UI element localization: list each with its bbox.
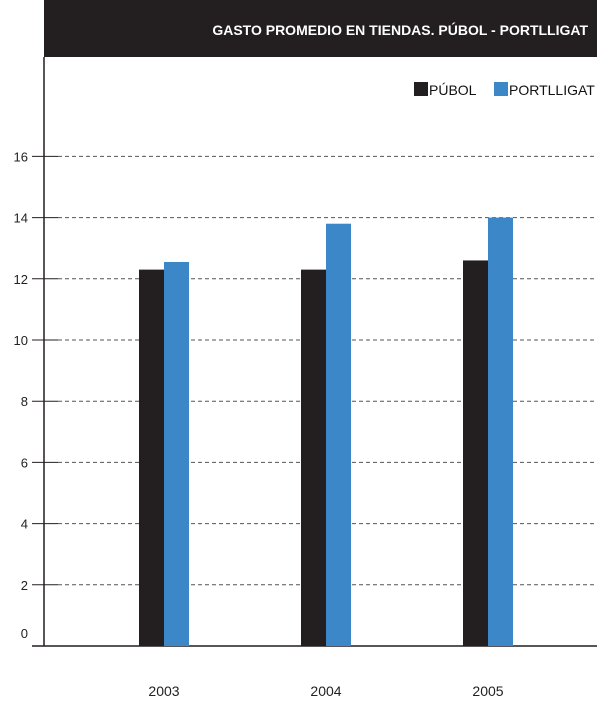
- y-tick-label-4: 4: [21, 517, 28, 532]
- x-tick-label-2003: 2003: [148, 683, 179, 699]
- legend: PÚBOL PORTLLIGAT: [414, 82, 595, 98]
- legend-swatch-pubol: [414, 82, 428, 96]
- bar-pubol-2004: [301, 269, 326, 646]
- y-tick-label-12: 12: [14, 272, 28, 287]
- y-tick-label-0: 0: [21, 626, 28, 641]
- legend-label-portlligat: PORTLLIGAT: [509, 82, 595, 98]
- bars: [139, 217, 513, 646]
- x-tick-label-2004: 2004: [310, 683, 341, 699]
- y-tick-label-10: 10: [14, 333, 28, 348]
- title-bar: [44, 0, 597, 57]
- x-tick-label-2005: 2005: [472, 683, 503, 699]
- y-tick-label-8: 8: [21, 394, 28, 409]
- legend-swatch-portlligat: [494, 82, 508, 96]
- legend-label-pubol: PÚBOL: [429, 82, 477, 98]
- bar-portlligat-2003: [164, 261, 189, 646]
- y-tick-label-16: 16: [14, 149, 28, 164]
- bar-portlligat-2005: [488, 217, 513, 646]
- y-tick-label-14: 14: [14, 211, 28, 226]
- y-axis-ticks: 0 2 4 6 8 10 12 14 16: [14, 149, 58, 641]
- y-tick-label-2: 2: [21, 578, 28, 593]
- y-tick-label-6: 6: [21, 455, 28, 470]
- bar-pubol-2003: [139, 269, 164, 646]
- bar-pubol-2005: [463, 260, 488, 646]
- x-axis-labels: 2003 2004 2005: [148, 683, 503, 699]
- bar-portlligat-2004: [326, 223, 351, 646]
- chart-title: GASTO PROMEDIO EN TIENDAS. PÚBOL - PORTL…: [212, 21, 588, 38]
